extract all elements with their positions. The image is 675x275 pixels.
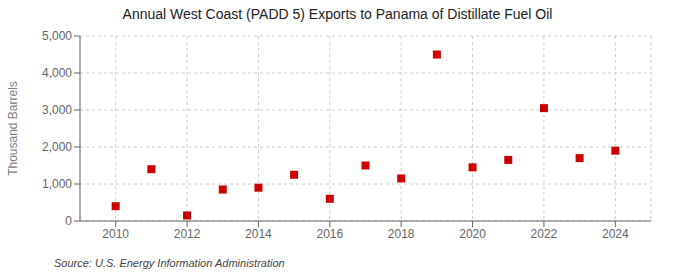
svg-text:2010: 2010 xyxy=(102,227,129,241)
svg-text:2022: 2022 xyxy=(531,227,558,241)
html-text:Source: U.S. Energy Informatio: Source: U.S. Energy Information Administ… xyxy=(54,257,285,269)
svg-text:2020: 2020 xyxy=(459,227,486,241)
svg-text:4,000: 4,000 xyxy=(42,66,72,80)
svg-text:3,000: 3,000 xyxy=(42,103,72,117)
svg-text:Thousand Barrels: Thousand Barrels xyxy=(8,81,20,176)
svg-text:2,000: 2,000 xyxy=(42,140,72,154)
svg-text:2016: 2016 xyxy=(316,227,343,241)
svg-text:1,000: 1,000 xyxy=(42,177,72,191)
html-text:Annual West Coast (PADD 5) Exp: Annual West Coast (PADD 5) Exports to Pa… xyxy=(122,6,553,22)
svg-text:5,000: 5,000 xyxy=(42,29,72,43)
svg-text:0: 0 xyxy=(65,214,72,228)
svg-text:2014: 2014 xyxy=(245,227,272,241)
svg-text:2012: 2012 xyxy=(174,227,201,241)
svg-text:2024: 2024 xyxy=(602,227,629,241)
svg-text:2018: 2018 xyxy=(388,227,415,241)
